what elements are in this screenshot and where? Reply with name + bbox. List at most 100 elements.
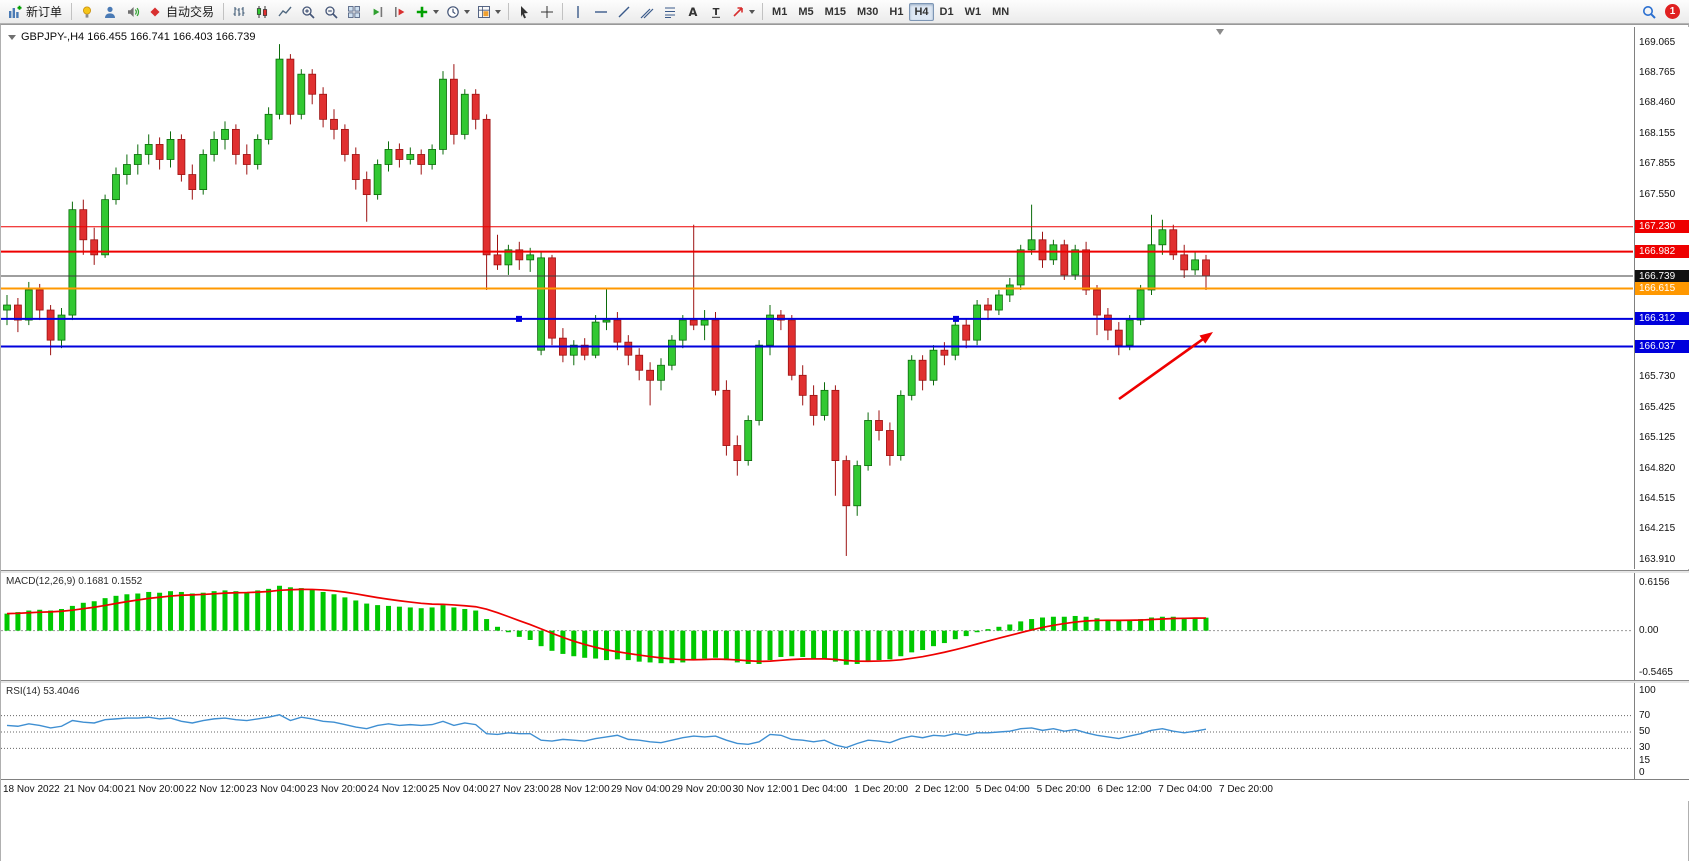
timeframe-m30-button[interactable]: M30: [857, 5, 879, 18]
notification-badge[interactable]: 1: [1665, 4, 1680, 19]
macd-bar: [4, 613, 10, 631]
macd-panel[interactable]: MACD(12,26,9) 0.1681 0.1552 0.6156 0.00 -0…: [1, 573, 1689, 680]
candlestick-chart-button[interactable]: [251, 2, 273, 22]
arrows-button[interactable]: [728, 2, 758, 22]
candle: [896, 394, 905, 456]
candle: [962, 324, 971, 341]
macd-bar: [571, 630, 577, 657]
macd-bar: [353, 600, 359, 631]
candle: [90, 239, 99, 256]
trendline-button[interactable]: [613, 2, 635, 22]
chevron-down-icon: [495, 9, 502, 14]
timeframe-m15-button[interactable]: M15: [824, 5, 846, 18]
auto-scroll-button[interactable]: [366, 2, 388, 22]
candle: [940, 349, 949, 356]
autotrading-button[interactable]: 自动交易: [145, 2, 219, 22]
candlestick-chart[interactable]: [1, 27, 1633, 569]
chart-window: GBPJPY-,H4 166.455 166.741 166.403 166.7…: [0, 24, 1689, 861]
macd-bar: [974, 630, 980, 633]
text-button[interactable]: A: [682, 2, 704, 22]
tile-windows-button[interactable]: [343, 2, 365, 22]
rsi-tick: 100: [1639, 685, 1656, 696]
autoscroll-icon: [370, 5, 384, 19]
time-tick: 1 Dec 04:00: [793, 784, 848, 795]
macd-bar: [1072, 615, 1078, 631]
macd-bar: [789, 630, 795, 657]
candle: [1071, 249, 1080, 276]
timeframe-m1-button[interactable]: M1: [772, 5, 788, 18]
new-order-button[interactable]: 新订单: [5, 2, 67, 22]
chart-title: GBPJPY-,H4 166.455 166.741 166.403 166.7…: [8, 31, 255, 43]
panel-divider[interactable]: [1, 570, 1689, 573]
candles-icon: [255, 5, 269, 19]
indicators-button[interactable]: [412, 2, 442, 22]
horizontal-line-button[interactable]: [590, 2, 612, 22]
annotation-arrow-head[interactable]: [1199, 332, 1213, 344]
arrows-icon: [731, 5, 745, 19]
candle: [340, 128, 349, 155]
timeframe-h4-button[interactable]: H4: [909, 2, 934, 21]
annotation-arrow-line[interactable]: [1118, 334, 1209, 401]
chart-shift-button[interactable]: [389, 2, 411, 22]
macd-bar: [124, 594, 130, 631]
svg-text:A: A: [689, 5, 698, 19]
timeframe-h1-button[interactable]: H1: [889, 5, 904, 18]
line-handle[interactable]: [516, 315, 522, 322]
candle: [351, 154, 360, 180]
candle: [286, 58, 295, 115]
candle: [308, 73, 317, 95]
line-handle[interactable]: [953, 315, 959, 322]
timeframe-w1-button[interactable]: W1: [964, 5, 982, 18]
macd-bar: [952, 630, 958, 640]
templates-button[interactable]: [474, 2, 504, 22]
svg-text:T: T: [713, 7, 720, 18]
macd-bar: [59, 608, 64, 631]
price-level-box: 166.615: [1635, 281, 1689, 295]
candle: [755, 344, 763, 421]
timeframe-m5-button[interactable]: M5: [798, 5, 814, 18]
macd-bar: [37, 609, 43, 631]
cursor-button[interactable]: [513, 2, 535, 22]
candle: [210, 139, 219, 155]
collapse-icon[interactable]: [8, 34, 16, 40]
periods-button[interactable]: [443, 2, 473, 22]
bar-chart-button[interactable]: [228, 2, 250, 22]
community-button[interactable]: [99, 2, 121, 22]
chevron-down-icon: [433, 9, 440, 14]
toolbar-separator: [223, 3, 225, 20]
channel-button[interactable]: [636, 2, 658, 22]
price-axis[interactable]: 169.065 168.765 168.460 168.155 167.855 167.5…: [1634, 27, 1689, 569]
candle: [101, 199, 109, 256]
ideas-button[interactable]: [76, 2, 98, 22]
timeframe-mn-button[interactable]: MN: [992, 5, 1010, 18]
zoom-in-button[interactable]: [297, 2, 319, 22]
candle: [1169, 229, 1178, 256]
timeframe-d1-button[interactable]: D1: [939, 5, 954, 18]
chart-shift-marker[interactable]: [1216, 29, 1224, 35]
crosshair-button[interactable]: [536, 2, 558, 22]
zoom-out-button[interactable]: [320, 2, 342, 22]
candle: [1093, 289, 1101, 316]
zoom-out-icon: [324, 5, 338, 19]
vertical-line-button[interactable]: [567, 2, 589, 22]
line-chart-button[interactable]: [274, 2, 296, 22]
time-axis[interactable]: 18 Nov 2022 21 Nov 04:00 21 Nov 20:00 22 No…: [1, 779, 1689, 801]
macd-bar: [811, 630, 817, 659]
time-tick: 5 Dec 20:00: [1036, 784, 1091, 795]
indicator-plus-icon: [415, 5, 429, 19]
macd-bar: [407, 607, 413, 631]
rsi-panel[interactable]: RSI(14) 53.4046 100 70 50 30 15 0: [1, 683, 1689, 779]
macd-bar: [1138, 619, 1144, 631]
price-chart-panel[interactable]: GBPJPY-,H4 166.455 166.741 166.403 166.7…: [1, 27, 1689, 569]
time-tick: 1 Dec 20:00: [854, 784, 909, 795]
hline-icon: [594, 5, 608, 19]
fibonacci-button[interactable]: [659, 2, 681, 22]
bars-icon: [232, 5, 246, 19]
search-button[interactable]: [1638, 2, 1660, 22]
time-tick: 27 Nov 23:00: [489, 784, 549, 795]
macd-bar: [69, 605, 75, 631]
label-button[interactable]: T: [705, 2, 727, 22]
macd-bar: [527, 630, 533, 640]
panel-divider[interactable]: [1, 680, 1689, 683]
sounds-button[interactable]: [122, 2, 144, 22]
